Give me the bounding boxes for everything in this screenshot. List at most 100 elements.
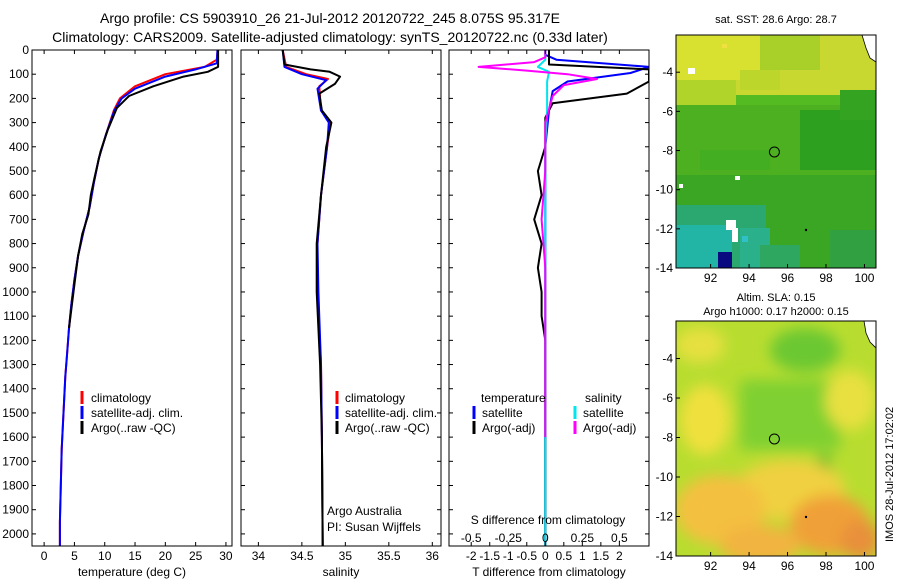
sla-map-title-1: Altim. SLA: 0.15: [737, 292, 816, 304]
map-y-tick-label: -12: [656, 510, 674, 524]
legend-label-climatology: climatology: [91, 391, 151, 405]
x-tick-label: -2: [466, 549, 477, 563]
map-y-tick-label: -10: [656, 470, 674, 484]
x-tick-label: 25: [189, 549, 203, 563]
x-tick-label: -0.5: [516, 549, 537, 563]
map-x-tick-label: 100: [854, 559, 874, 573]
x-tick-label: 20: [159, 549, 173, 563]
legend-label-argo: Argo(..raw -QC): [345, 421, 430, 435]
sla-island: [804, 515, 808, 519]
temperature-xlabel: temperature (deg C): [78, 565, 186, 579]
x-tick-label: 36: [426, 549, 440, 563]
sla-field-cell: [770, 328, 840, 372]
map-y-tick-label: -4: [662, 65, 673, 79]
y-tick-label: 900: [9, 261, 29, 275]
map-x-tick-label: 92: [704, 271, 718, 285]
y-tick-label: 1300: [2, 358, 29, 372]
legend-label-s-satellite: satellite: [583, 406, 624, 420]
y-tick-label: 1400: [2, 382, 29, 396]
y-tick-label: 1700: [2, 454, 29, 468]
temperature-legend: climatology satellite-adj. clim. Argo(..…: [80, 391, 183, 435]
sst-missing-pixel: [688, 68, 695, 74]
x-tick-label: 35: [339, 549, 353, 563]
y-tick-label: 400: [9, 140, 29, 154]
sla-argo-position-marker: [768, 433, 780, 445]
y-tick-label: 1800: [2, 479, 29, 493]
sla-field-cell: [740, 380, 840, 450]
y-tick-label: 0: [22, 43, 29, 57]
y-tick-label: 1900: [2, 503, 29, 517]
y-tick-label: 500: [9, 164, 29, 178]
sla-map-panel: Altim. SLA: 0.15 Argo h1000: 0.17 h2000:…: [656, 292, 877, 573]
y-tick-label: 600: [9, 188, 29, 202]
sst-missing-pixel: [732, 228, 738, 242]
sst-field-cell: [840, 90, 876, 120]
x-tick-label: 35.5: [377, 549, 401, 563]
sst-missing-pixel: [726, 220, 736, 230]
map-y-tick-label: -4: [662, 352, 673, 366]
y-tick-label: 1100: [3, 309, 29, 323]
legend-label-satellite: satellite-adj. clim.: [91, 406, 183, 420]
sla-map-frame: [675, 320, 877, 557]
map-y-tick-label: -14: [656, 549, 674, 563]
y-tick-label: 700: [9, 212, 29, 226]
salinity-panel: 34 34.5 35 35.5 36 salinity climatology sate…: [240, 49, 442, 579]
series-line-s-argo: [477, 50, 599, 438]
map-x-tick-label: 94: [742, 271, 756, 285]
sst-field-cell: [830, 230, 876, 268]
sst-missing-pixel: [735, 176, 740, 180]
top-tick-label: 0: [542, 531, 549, 545]
y-tick-label: 1000: [2, 285, 29, 299]
map-x-tick-label: 94: [742, 559, 756, 573]
map-x-tick-label: 96: [781, 271, 795, 285]
series-line-argo: [68, 50, 220, 329]
top-tick-label: -0.5: [461, 531, 482, 545]
sla-field-cell: [680, 385, 730, 455]
sst-island: [804, 228, 808, 232]
salinity-legend: climatology satellite-adj. clim. Argo(..…: [335, 391, 437, 435]
map-y-tick-label: -6: [662, 104, 673, 118]
series-line-satellite: [58, 50, 219, 546]
map-y-tick-label: -6: [662, 391, 673, 405]
sla-coastline: [863, 321, 876, 349]
y-tick-label: 800: [9, 237, 29, 251]
sst-field-cell: [700, 150, 770, 170]
series-line-climatology: [281, 50, 332, 546]
sst-argo-position-marker: [768, 146, 780, 158]
x-tick-label: 1: [579, 549, 586, 563]
sst-missing-pixel: [679, 184, 683, 188]
series-line-t-argo: [533, 50, 649, 546]
sst-map-panel: sat. SST: 28.6 Argo: 28.7: [656, 14, 877, 285]
sst-field: [676, 35, 876, 268]
sla-map-title-2: Argo h1000: 0.17 h2000: 0.15: [703, 306, 849, 318]
y-tick-label: 2000: [2, 527, 29, 541]
sla-field: [676, 327, 876, 556]
series-line-argo: [281, 50, 342, 546]
legend-label-climatology: climatology: [345, 391, 405, 405]
legend-label-argo: Argo(..raw -QC): [91, 421, 176, 435]
salinity-axes-frame: [240, 49, 442, 547]
map-x-tick-label: 98: [819, 559, 833, 573]
sla-field-cell: [676, 327, 725, 363]
top-tick-label: 0.25: [571, 531, 595, 545]
y-tick-label: 300: [9, 116, 29, 130]
difference-xlabel: T difference from climatology: [472, 565, 626, 579]
series-line-climatology: [58, 50, 219, 546]
top-tick-label: 0.5: [611, 531, 628, 545]
title-line-1: Argo profile: CS 5903910_26 21-Jul-2012 …: [100, 10, 560, 26]
series-line-t-satellite: [544, 50, 649, 546]
map-x-tick-label: 98: [819, 271, 833, 285]
legend-label-satellite: satellite-adj. clim.: [345, 406, 437, 420]
sla-field-cell: [720, 525, 800, 556]
legend-label-t-argo: Argo(-adj): [482, 421, 535, 435]
x-tick-label: 5: [71, 549, 78, 563]
map-y-tick-label: -12: [656, 222, 674, 236]
y-tick-label: 200: [9, 91, 29, 105]
map-y-tick-label: -10: [656, 183, 674, 197]
x-tick-label: 0.5: [555, 549, 572, 563]
y-tick-label: 1500: [2, 406, 29, 420]
x-tick-label: 34.5: [290, 549, 314, 563]
series-line-s-satellite: [536, 50, 550, 546]
temperature-axes-frame: [31, 49, 233, 547]
